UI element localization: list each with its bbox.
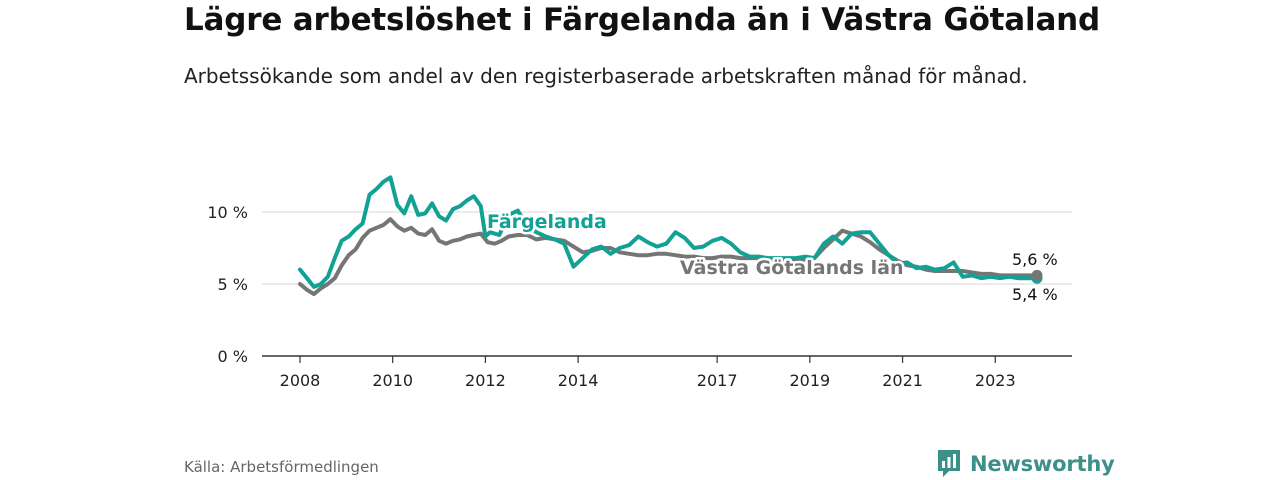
y-tick-label: 5 % xyxy=(218,275,248,294)
vastra-gotaland-end-label: 5,6 % xyxy=(1012,250,1058,269)
x-tick-label: 2017 xyxy=(697,371,738,390)
y-tick-label: 10 % xyxy=(207,203,248,222)
vastra-gotaland-line xyxy=(298,217,1039,297)
source-note: Källa: Arbetsförmedlingen xyxy=(184,458,379,476)
x-tick-label: 2014 xyxy=(558,371,599,390)
chart-subtitle: Arbetssökande som andel av den registerb… xyxy=(184,64,1028,88)
fargelanda-end-label: 5,4 % xyxy=(1012,285,1058,304)
axis-ticks: 0 % 5 % 10 % 2008 2010 2012 2014 2017 2019 2021 20… xyxy=(207,203,1015,390)
gridlines xyxy=(262,211,1072,357)
x-tick-label: 2008 xyxy=(280,371,321,390)
x-tick-label: 2021 xyxy=(882,371,923,390)
x-tick-label: 2023 xyxy=(975,371,1016,390)
brand-logo: Newsworthy xyxy=(936,449,1115,479)
chart-labels: Färgelanda Västra Götalands län 5,6 % 5,4 % xyxy=(485,209,1060,307)
line-chart: 0 % 5 % 10 % 2008 2010 2012 2014 2017 2019 2021 20… xyxy=(207,175,1072,390)
x-tick-label: 2019 xyxy=(790,371,831,390)
x-tick-label: 2010 xyxy=(372,371,413,390)
newsworthy-logo-icon xyxy=(938,450,960,477)
x-tick-label: 2012 xyxy=(465,371,506,390)
series-lines xyxy=(298,175,1043,297)
fargelanda-series-label: Färgelanda xyxy=(487,211,607,233)
brand-name: Newsworthy xyxy=(970,452,1115,476)
vastra-gotaland-end-point xyxy=(1031,269,1043,281)
fargelanda-line xyxy=(298,175,1039,289)
y-tick-label: 0 % xyxy=(218,347,248,366)
chart-title: Lägre arbetslöshet i Färgelanda än i Väs… xyxy=(184,2,1101,38)
vastra-gotaland-series-label: Västra Götalands län xyxy=(680,257,903,279)
